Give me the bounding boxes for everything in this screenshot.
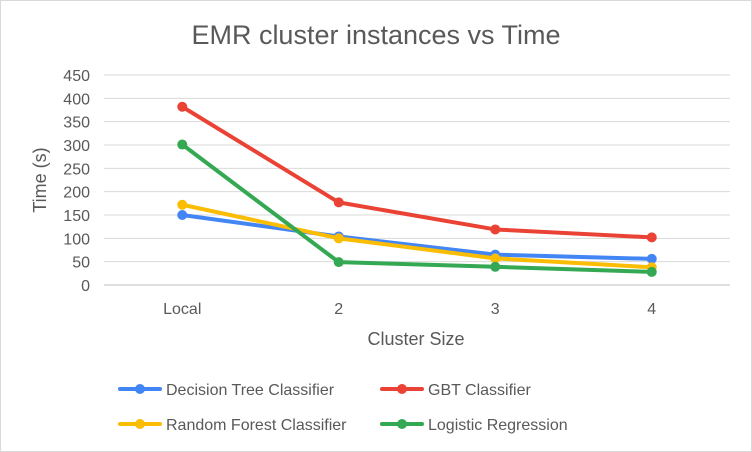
y-tick-label: 350 xyxy=(63,115,90,132)
y-tick-label: 250 xyxy=(63,161,90,178)
legend-swatch-marker xyxy=(397,384,407,394)
y-tick-label: 50 xyxy=(72,255,90,272)
data-point xyxy=(646,232,657,243)
series-line xyxy=(180,142,654,274)
x-axis-ticks: Local 2 3 4 xyxy=(163,301,656,318)
chart-title: EMR cluster instances vs Time xyxy=(191,20,560,50)
data-point xyxy=(177,199,188,210)
legend-item: Random Forest Classifier xyxy=(118,417,347,434)
legend-label: Logistic Regression xyxy=(428,417,568,434)
legend-item: Logistic Regression xyxy=(380,417,568,434)
series-group xyxy=(177,101,657,243)
y-tick-label: 0 xyxy=(81,278,90,295)
x-tick-label: 2 xyxy=(334,301,343,318)
y-axis-title: Time (s) xyxy=(30,147,50,212)
series-group xyxy=(177,139,657,277)
legend-swatch-marker xyxy=(135,419,145,429)
data-point xyxy=(333,197,344,208)
series-line xyxy=(180,104,654,240)
data-point xyxy=(177,101,188,112)
data-point xyxy=(333,233,344,244)
y-tick-label: 300 xyxy=(63,138,90,155)
data-point xyxy=(646,253,657,264)
data-point xyxy=(490,253,501,264)
legend: Decision Tree Classifier GBT Classifier Ra… xyxy=(118,382,568,434)
data-point xyxy=(177,210,188,220)
legend-label: GBT Classifier xyxy=(428,382,532,399)
data-point xyxy=(646,266,657,277)
y-axis-ticks: 0 50 100 150 200 250 300 350 400 450 xyxy=(63,68,90,295)
y-tick-label: 450 xyxy=(63,68,90,85)
y-tick-label: 200 xyxy=(63,185,90,202)
legend-label: Random Forest Classifier xyxy=(166,417,347,434)
legend-item: Decision Tree Classifier xyxy=(118,382,335,399)
x-tick-label: Local xyxy=(163,301,201,318)
x-tick-label: 4 xyxy=(647,301,656,318)
legend-swatch-marker xyxy=(135,384,145,394)
data-point xyxy=(177,139,188,150)
legend-label: Decision Tree Classifier xyxy=(166,382,335,399)
legend-swatch-marker xyxy=(397,419,407,429)
data-point xyxy=(333,257,344,268)
legend-item: GBT Classifier xyxy=(380,382,532,399)
x-tick-label: 3 xyxy=(491,301,500,318)
data-point xyxy=(490,224,501,235)
y-tick-label: 150 xyxy=(63,208,90,225)
series-line xyxy=(180,213,654,261)
data-point xyxy=(490,261,501,272)
y-tick-label: 400 xyxy=(63,91,90,108)
gridlines xyxy=(104,74,730,286)
series-line xyxy=(180,202,654,270)
x-axis-title: Cluster Size xyxy=(367,329,464,349)
series-lines xyxy=(177,101,657,277)
y-tick-label: 100 xyxy=(63,231,90,248)
